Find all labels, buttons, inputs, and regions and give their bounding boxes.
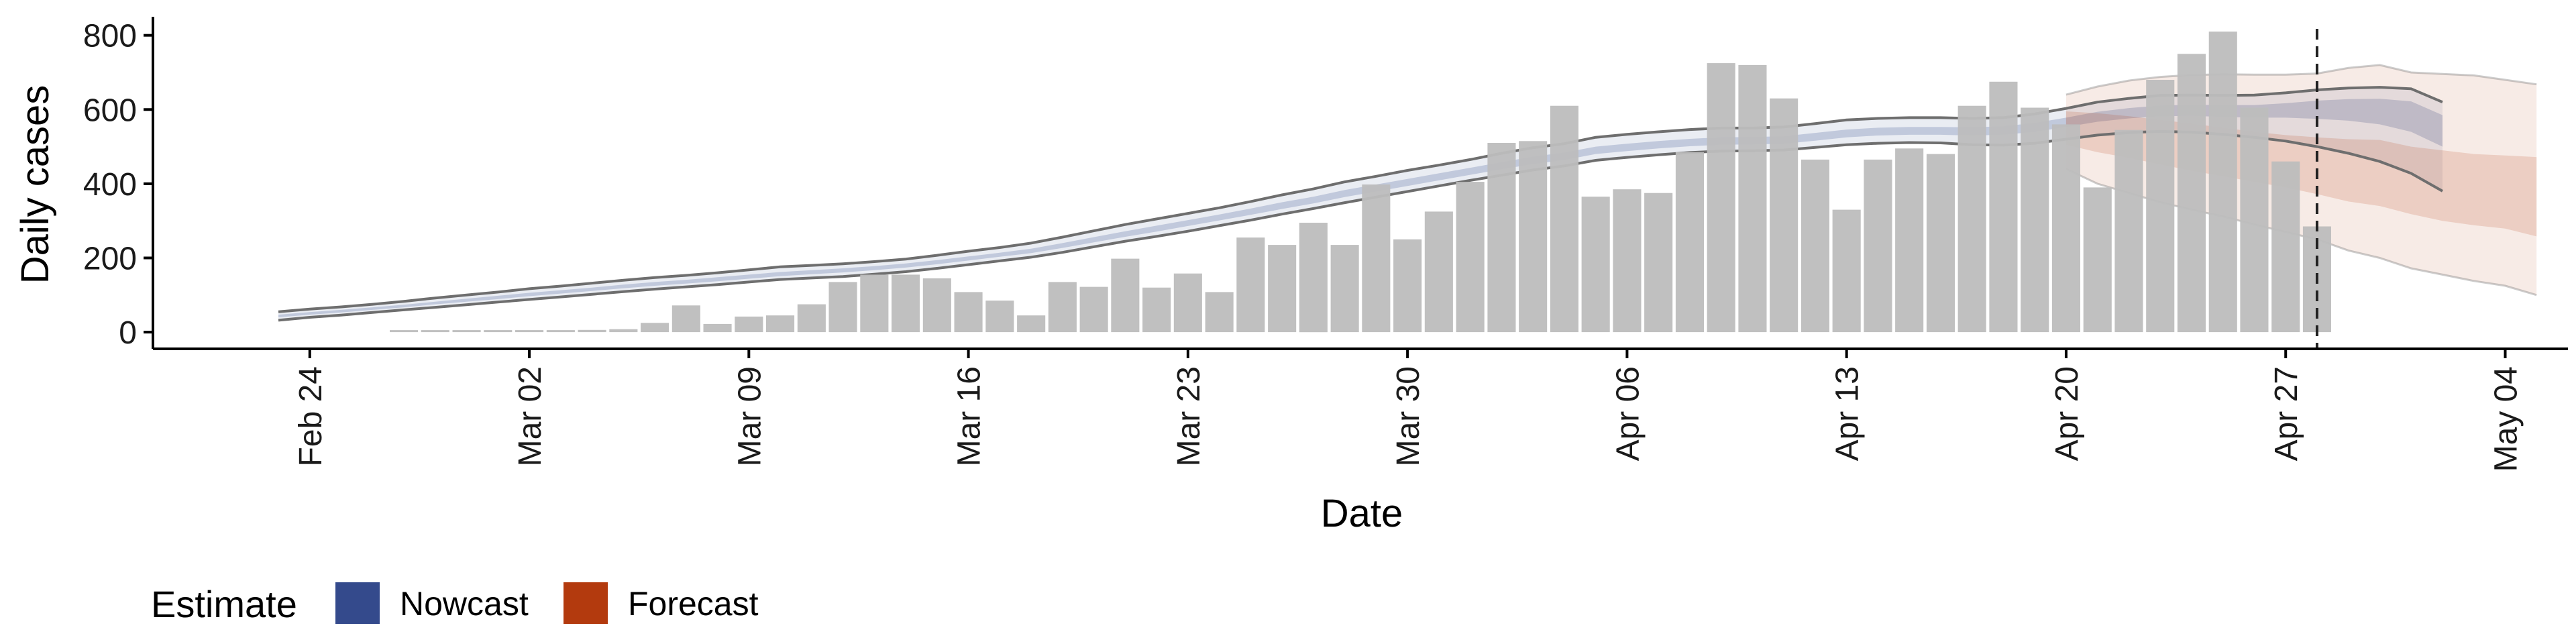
bar: [1393, 239, 1422, 333]
x-tick-label: Mar 23: [1171, 366, 1207, 466]
x-tick-label: Mar 02: [513, 366, 548, 466]
bar: [1707, 63, 1735, 333]
bar: [641, 323, 669, 333]
bar: [985, 301, 1014, 333]
bar: [1142, 287, 1171, 333]
x-tick-label: Apr 20: [2049, 366, 2085, 461]
x-tick-label: Apr 27: [2269, 366, 2304, 461]
x-axis-title: Date: [1321, 492, 1403, 535]
bar: [1048, 282, 1077, 333]
bar: [1205, 292, 1234, 333]
bar: [797, 304, 826, 333]
bar: [1738, 64, 1767, 333]
bar: [1550, 105, 1578, 333]
interval-edge-lines: [278, 64, 2537, 322]
bar: [703, 323, 732, 333]
bar: [766, 315, 795, 333]
bar: [1832, 209, 1861, 333]
bar: [390, 330, 419, 333]
bar: [2146, 80, 2175, 333]
bar: [2240, 107, 2269, 333]
x-tick-label: Feb 24: [293, 366, 329, 466]
bar: [546, 330, 575, 333]
bar: [672, 305, 700, 333]
y-tick-label: 200: [83, 241, 137, 276]
bar: [1926, 154, 1955, 333]
bar: [2021, 107, 2049, 333]
y-tick-label: 800: [83, 19, 137, 54]
bar: [1519, 141, 1548, 333]
bar: [1330, 245, 1359, 333]
bar: [1173, 273, 1202, 333]
bar: [2114, 129, 2143, 333]
bar: [1675, 152, 1704, 333]
x-tick-label: Apr 13: [1830, 366, 1866, 461]
bar: [578, 329, 606, 333]
bar: [1268, 245, 1297, 333]
bar: [735, 316, 763, 333]
nowcast-lower-line: [278, 129, 2443, 322]
bar: [1644, 193, 1673, 333]
bar: [1017, 315, 1046, 333]
bar: [609, 329, 638, 333]
bar: [421, 330, 449, 333]
legend: Estimate Nowcast Forecast: [151, 582, 759, 625]
x-tick-label: Mar 09: [732, 366, 767, 466]
bar: [1801, 159, 1829, 333]
bar: [515, 330, 544, 333]
bar: [2051, 124, 2080, 333]
bar: [1424, 211, 1453, 333]
forecast-upper-line: [2065, 64, 2537, 96]
x-tick-label: Mar 30: [1391, 366, 1426, 466]
y-axis-title: Daily cases: [13, 85, 57, 284]
bar: [1236, 237, 1265, 333]
legend-label-forecast: Forecast: [628, 585, 759, 623]
x-axis-ticks: Feb 24 Mar 02 Mar 09 Mar 16 Mar 23 Mar 30 Apr …: [293, 349, 2524, 472]
x-tick-label: Mar 16: [952, 366, 987, 466]
bar: [1079, 286, 1108, 333]
bar: [452, 330, 481, 333]
bar: [1864, 159, 1892, 333]
bar: [1613, 189, 1642, 333]
y-axis-ticks: 0 200 400 600 800: [83, 19, 153, 351]
legend-title: Estimate: [151, 583, 297, 625]
bar: [954, 292, 983, 333]
bar: [1957, 105, 1986, 333]
bar: [860, 274, 889, 333]
bar: [1299, 223, 1328, 333]
bar: [2271, 161, 2300, 333]
bar: [1487, 143, 1516, 333]
legend-key-nowcast: [335, 582, 380, 624]
x-tick-label: Apr 06: [1610, 366, 1646, 461]
bar: [922, 278, 951, 333]
legend-label-nowcast: Nowcast: [400, 585, 529, 623]
bar: [828, 282, 857, 333]
forecast-lower-line: [2065, 168, 2537, 297]
bar: [484, 330, 513, 333]
y-tick-label: 600: [83, 93, 137, 128]
bar: [1895, 148, 1924, 333]
bar: [2208, 32, 2237, 333]
y-tick-label: 400: [83, 167, 137, 203]
x-tick-label: May 04: [2488, 366, 2524, 472]
bar: [892, 274, 920, 333]
bars: [390, 32, 2331, 333]
bar: [1581, 197, 1610, 333]
bar: [1770, 98, 1799, 333]
bar: [2083, 187, 2112, 333]
y-tick-label: 0: [119, 315, 137, 351]
nowcast-upper-line: [278, 86, 2443, 313]
bar: [2177, 54, 2206, 333]
bar: [1111, 258, 1140, 333]
bar: [1989, 81, 2018, 333]
bar: [1456, 182, 1485, 333]
legend-key-forecast: [564, 582, 608, 624]
bar: [1362, 184, 1391, 333]
